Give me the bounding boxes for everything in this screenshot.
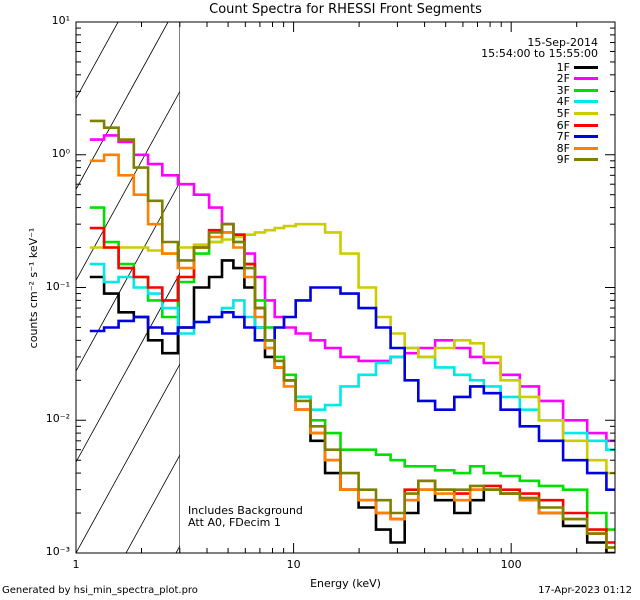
- chart-date: 15-Sep-2014: [527, 36, 598, 49]
- hatch-line: [76, 272, 180, 463]
- y-tick-label: 10¹: [51, 14, 70, 27]
- legend-label: 1F: [556, 60, 570, 74]
- legend-label: 4F: [556, 95, 570, 109]
- footer-timestamp: 17-Apr-2023 01:12: [538, 585, 632, 596]
- legend-swatch: [574, 135, 598, 139]
- axis-ticks: [75, 22, 616, 554]
- series-3f: [89, 206, 615, 531]
- x-tick-label: 10: [286, 558, 301, 571]
- legend-label: 6F: [556, 118, 570, 132]
- legend-swatch: [574, 146, 598, 150]
- legend-swatch: [574, 77, 598, 81]
- series-9f: [89, 119, 615, 549]
- chart-time-range: 15:54:00 to 15:55:00: [481, 47, 598, 60]
- x-tick-label: 1: [72, 558, 80, 571]
- x-axis-label: Energy (keV): [310, 577, 381, 590]
- legend-swatch: [574, 65, 598, 69]
- annotation-attenuator: Att A0, FDecim 1: [188, 516, 281, 529]
- legend-item-2f: 2F: [556, 72, 598, 86]
- legend-swatch: [574, 88, 598, 92]
- legend-label: 8F: [556, 141, 570, 155]
- legend-item-9f: 9F: [556, 153, 598, 167]
- series-8f: [89, 153, 615, 549]
- legend-label: 7F: [556, 130, 570, 144]
- hatched-region: [0, 22, 640, 553]
- legend-swatch: [574, 123, 598, 127]
- legend-label: 9F: [556, 153, 570, 167]
- y-tick-label: 10⁻²: [45, 412, 70, 426]
- hatch-line: [0, 22, 18, 553]
- legend-item-1f: 1F: [556, 60, 598, 74]
- hatch-line: [76, 363, 180, 553]
- legend-label: 3F: [556, 83, 570, 97]
- legend-swatch: [574, 158, 598, 162]
- series-1f: [89, 259, 615, 553]
- generated-by: Generated by hsi_min_spectra_plot.pro: [2, 585, 198, 596]
- annotation-background: Includes Background: [188, 504, 303, 517]
- hatch-line: [125, 454, 180, 553]
- hatch-line: [76, 22, 169, 191]
- series-2f: [89, 134, 615, 443]
- x-tick-label: 100: [500, 558, 522, 571]
- legend-item-3f: 3F: [556, 83, 598, 97]
- hatch-line: [626, 22, 640, 553]
- legend-item-8f: 8F: [556, 141, 598, 155]
- y-tick-label: 10⁻³: [45, 545, 70, 558]
- y-tick-label: 10⁰: [51, 146, 70, 160]
- series-5f: [89, 222, 615, 475]
- legend-swatch: [574, 111, 598, 115]
- legend-item-6f: 6F: [556, 118, 598, 132]
- series-layer: [89, 119, 615, 553]
- legend-item-7f: 7F: [556, 130, 598, 144]
- legend-item-4f: 4F: [556, 95, 598, 109]
- hatch-line: [76, 181, 180, 373]
- hatch-line: [76, 90, 180, 282]
- legend-item-5f: 5F: [556, 106, 598, 120]
- legend-label: 2F: [556, 72, 570, 86]
- legend-swatch: [574, 100, 598, 104]
- y-tick-label: 10⁻¹: [45, 279, 70, 293]
- series-4f: [89, 262, 615, 451]
- chart-title: Count Spectra for RHESSI Front Segments: [209, 2, 482, 17]
- legend-label: 5F: [556, 106, 570, 120]
- series-7f: [89, 286, 615, 491]
